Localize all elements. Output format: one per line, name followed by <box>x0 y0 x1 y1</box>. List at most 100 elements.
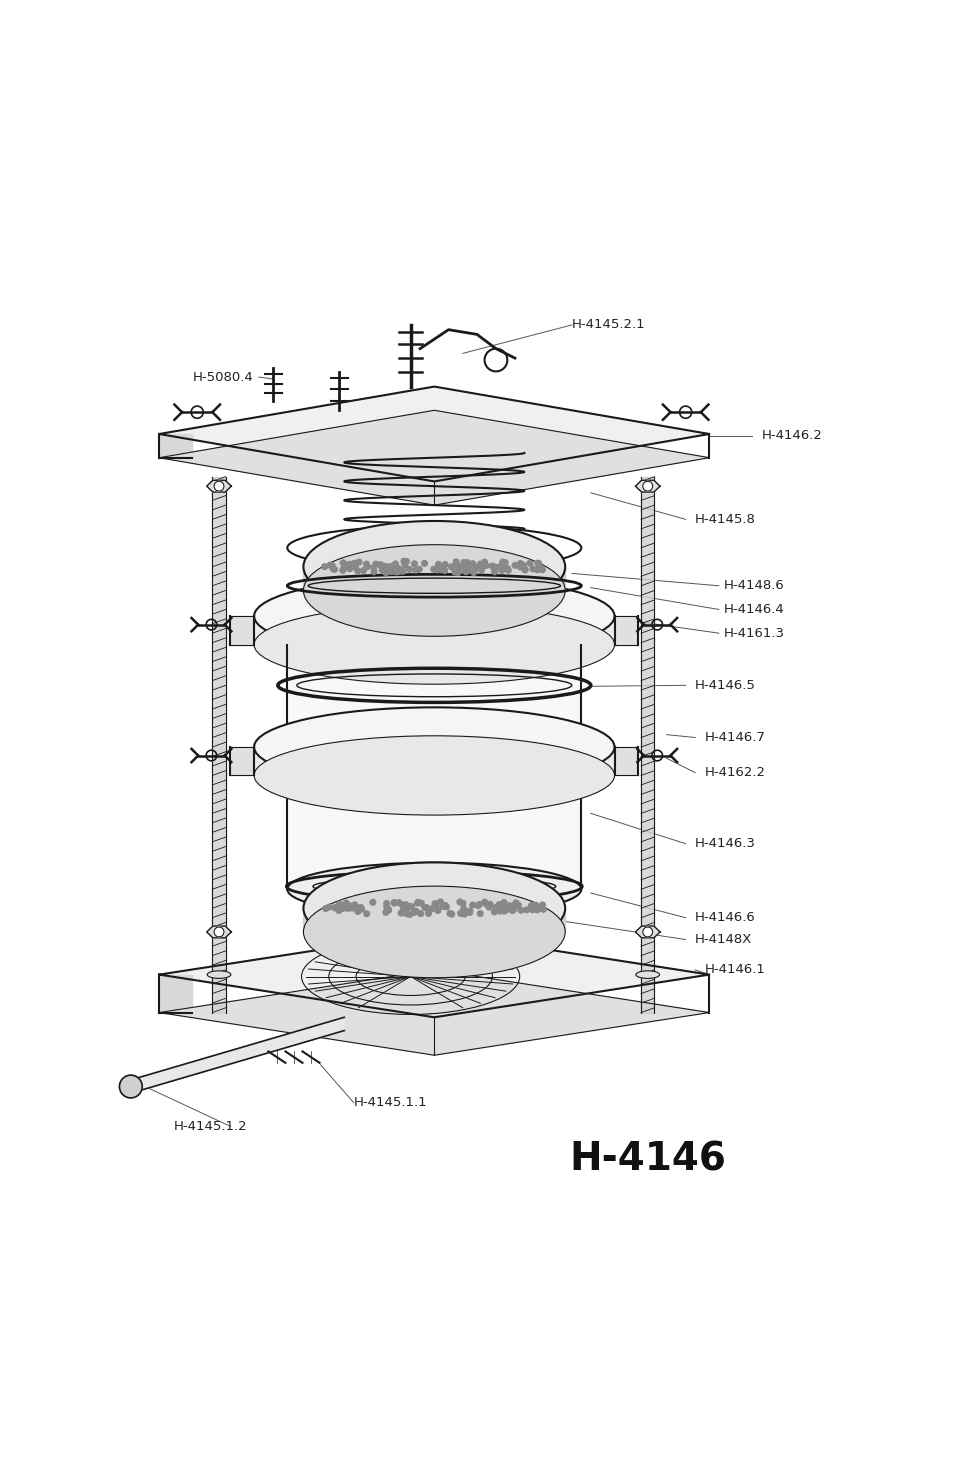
Ellipse shape <box>287 618 580 671</box>
Circle shape <box>213 926 224 937</box>
Circle shape <box>417 910 423 916</box>
Circle shape <box>492 569 497 575</box>
Circle shape <box>332 566 337 572</box>
Circle shape <box>391 568 396 574</box>
Circle shape <box>496 901 501 907</box>
Circle shape <box>347 562 353 566</box>
Circle shape <box>469 560 475 566</box>
Circle shape <box>452 569 457 575</box>
Circle shape <box>213 481 224 491</box>
Circle shape <box>497 904 503 909</box>
Circle shape <box>463 568 469 574</box>
Circle shape <box>537 565 542 571</box>
Circle shape <box>377 562 383 568</box>
Circle shape <box>342 562 348 568</box>
Circle shape <box>470 903 475 907</box>
Circle shape <box>383 904 389 910</box>
Text: H-4146.3: H-4146.3 <box>695 838 755 850</box>
Circle shape <box>119 1075 142 1097</box>
Circle shape <box>510 903 516 909</box>
Circle shape <box>401 562 407 568</box>
Circle shape <box>535 560 540 566</box>
Circle shape <box>453 559 458 565</box>
Text: H-4146.5: H-4146.5 <box>695 678 755 692</box>
Circle shape <box>411 910 416 916</box>
Ellipse shape <box>636 971 659 978</box>
Circle shape <box>329 563 335 568</box>
Circle shape <box>517 565 523 569</box>
Circle shape <box>493 904 498 910</box>
Circle shape <box>383 569 389 575</box>
Circle shape <box>425 910 431 916</box>
Circle shape <box>385 907 391 913</box>
Circle shape <box>336 904 342 910</box>
Circle shape <box>477 560 482 566</box>
Circle shape <box>465 568 471 572</box>
Circle shape <box>499 901 505 907</box>
Circle shape <box>461 912 467 917</box>
Circle shape <box>406 566 412 572</box>
Circle shape <box>383 901 389 906</box>
Circle shape <box>442 562 448 568</box>
Circle shape <box>517 907 523 913</box>
Circle shape <box>391 900 396 906</box>
Polygon shape <box>159 410 709 504</box>
Circle shape <box>454 562 459 568</box>
Polygon shape <box>159 971 709 1055</box>
Text: H-4146: H-4146 <box>569 1140 725 1179</box>
Circle shape <box>460 906 466 912</box>
Circle shape <box>536 906 541 910</box>
Circle shape <box>345 906 351 912</box>
Text: H-4145.8: H-4145.8 <box>695 513 755 527</box>
Circle shape <box>382 910 388 914</box>
Circle shape <box>539 903 545 907</box>
Polygon shape <box>253 617 614 645</box>
Polygon shape <box>287 645 580 889</box>
Circle shape <box>472 565 477 571</box>
Circle shape <box>402 901 408 907</box>
Circle shape <box>403 904 409 910</box>
Text: H-4145.1.2: H-4145.1.2 <box>173 1120 247 1133</box>
Circle shape <box>403 559 409 565</box>
Polygon shape <box>207 481 232 493</box>
Circle shape <box>422 904 428 910</box>
Circle shape <box>448 563 454 569</box>
Circle shape <box>475 903 480 909</box>
Circle shape <box>503 907 508 913</box>
Circle shape <box>327 562 333 568</box>
Circle shape <box>400 559 406 563</box>
Circle shape <box>518 562 524 568</box>
Text: H-4146.7: H-4146.7 <box>704 732 764 743</box>
Circle shape <box>501 563 507 569</box>
Circle shape <box>406 912 412 917</box>
Circle shape <box>370 900 375 906</box>
Circle shape <box>332 906 337 910</box>
Circle shape <box>500 900 506 906</box>
Circle shape <box>382 563 388 569</box>
Circle shape <box>506 903 512 909</box>
Ellipse shape <box>253 577 614 656</box>
Circle shape <box>466 563 472 569</box>
Circle shape <box>511 906 517 912</box>
Circle shape <box>476 901 481 907</box>
Circle shape <box>388 569 394 574</box>
Circle shape <box>443 904 449 910</box>
Circle shape <box>513 900 518 906</box>
Circle shape <box>484 348 507 372</box>
Circle shape <box>501 909 507 914</box>
Text: H-4148.6: H-4148.6 <box>722 580 783 593</box>
Circle shape <box>433 901 437 907</box>
Circle shape <box>355 559 361 565</box>
Circle shape <box>455 568 460 574</box>
Text: H-4148X: H-4148X <box>695 934 752 945</box>
Circle shape <box>355 909 360 914</box>
Circle shape <box>348 906 354 910</box>
Circle shape <box>393 560 398 566</box>
Text: H-4145.2.1: H-4145.2.1 <box>571 319 645 332</box>
Ellipse shape <box>207 971 231 978</box>
Circle shape <box>406 904 412 909</box>
Circle shape <box>462 569 468 575</box>
Ellipse shape <box>303 863 564 954</box>
Polygon shape <box>159 932 709 1018</box>
Polygon shape <box>159 975 193 1012</box>
